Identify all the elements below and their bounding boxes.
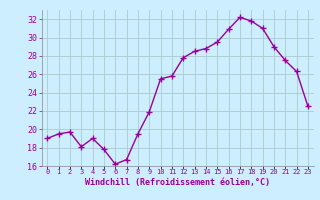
X-axis label: Windchill (Refroidissement éolien,°C): Windchill (Refroidissement éolien,°C) [85,178,270,187]
